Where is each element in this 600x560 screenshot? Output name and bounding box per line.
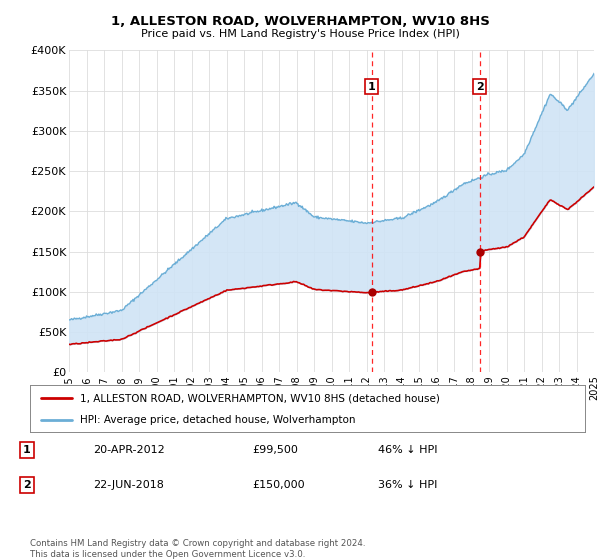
- Text: HPI: Average price, detached house, Wolverhampton: HPI: Average price, detached house, Wolv…: [80, 416, 355, 426]
- Text: 20-APR-2012: 20-APR-2012: [93, 445, 165, 455]
- Text: Contains HM Land Registry data © Crown copyright and database right 2024.
This d: Contains HM Land Registry data © Crown c…: [30, 539, 365, 559]
- Text: 2: 2: [23, 480, 31, 490]
- Text: 46% ↓ HPI: 46% ↓ HPI: [378, 445, 437, 455]
- Text: £150,000: £150,000: [252, 480, 305, 490]
- Text: 2: 2: [476, 82, 484, 92]
- Text: 1: 1: [23, 445, 31, 455]
- Text: 36% ↓ HPI: 36% ↓ HPI: [378, 480, 437, 490]
- Text: Price paid vs. HM Land Registry's House Price Index (HPI): Price paid vs. HM Land Registry's House …: [140, 29, 460, 39]
- Text: 22-JUN-2018: 22-JUN-2018: [93, 480, 164, 490]
- Text: 1, ALLESTON ROAD, WOLVERHAMPTON, WV10 8HS (detached house): 1, ALLESTON ROAD, WOLVERHAMPTON, WV10 8H…: [80, 393, 440, 403]
- Text: £99,500: £99,500: [252, 445, 298, 455]
- Text: 1, ALLESTON ROAD, WOLVERHAMPTON, WV10 8HS: 1, ALLESTON ROAD, WOLVERHAMPTON, WV10 8H…: [110, 15, 490, 28]
- Text: 1: 1: [368, 82, 376, 92]
